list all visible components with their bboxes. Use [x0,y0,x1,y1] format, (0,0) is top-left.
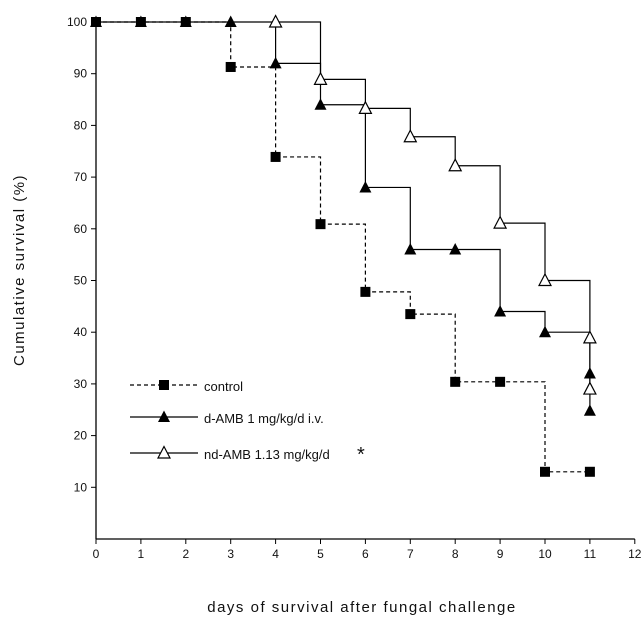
series-2-point [582,381,597,395]
legend-label-d-amb: d-AMB 1 mg/kg/d i.v. [204,411,324,426]
series-1-point [539,325,551,338]
series-line-1 [96,21,591,411]
y-tick-label: 100 [67,15,87,29]
legend-marker-1 [158,410,170,422]
series-2-point [268,14,283,28]
series-0-point [270,151,281,162]
y-tick-label: 90 [74,67,88,81]
y-axis-title: Cumulative survival (%) [11,174,28,366]
y-tick-label: 20 [74,429,88,443]
series-1-point [224,15,237,27]
series-2-point [493,215,508,229]
series-1-point [494,305,507,317]
legend-annotation-asterisk: * [357,444,365,466]
x-tick-label: 10 [538,547,552,561]
y-tick-label: 60 [74,222,88,236]
series-1-point [269,56,282,69]
x-tick-label: 1 [138,547,145,561]
legend-marker-0 [159,380,169,390]
x-tick-label: 9 [497,547,504,561]
series-0-point [584,466,595,477]
x-tick-label: 3 [227,547,234,561]
series-2-point [538,272,552,287]
y-tick-label: 80 [74,118,88,132]
series-2-point [358,100,373,114]
series-lines [96,21,591,473]
x-axis-title: days of survival after fungal challenge [207,599,516,616]
series-line-2 [275,21,591,390]
series-2-point [448,157,463,172]
y-tick-label: 40 [74,325,88,339]
series-0-point [360,286,371,297]
legend-marker-2 [157,445,171,459]
series-0-point [315,219,326,230]
series-2-point [403,128,418,143]
y-tick-label: 70 [74,170,88,184]
series-1-point [179,15,192,27]
x-tick-label: 2 [182,547,189,561]
legend-label-control: control [204,379,243,394]
y-tick-label: 10 [74,480,88,494]
series-2-point [582,330,597,344]
x-tick-label: 6 [362,547,369,561]
x-tick-label: 0 [93,547,100,561]
series-1-point [314,98,327,110]
series-0-point [495,376,506,387]
x-tick-label: 8 [452,547,459,561]
series-0-point [225,61,236,72]
legend: control d-AMB 1 mg/kg/d i.v. nd-AMB 1.13… [130,379,365,466]
series-1-point [359,180,372,193]
series-1-point [404,242,417,255]
series-0-point [405,309,416,320]
legend-label-nd-amb: nd-AMB 1.13 mg/kg/d [204,447,330,462]
x-tick-label: 7 [407,547,414,561]
x-tick-label: 12 [628,547,642,561]
series-0-point [450,376,461,387]
series-2-point [313,71,328,85]
y-tick-label: 50 [74,274,88,288]
series-1-point [134,15,147,27]
series-1-point [583,404,596,416]
series-1-point [583,367,596,379]
y-tick-label: 30 [74,377,88,391]
x-tick-label: 4 [272,547,279,561]
series-1-point [449,242,462,255]
x-tick-label: 11 [584,547,597,561]
series-line-0 [96,21,590,473]
series-markers [90,14,597,477]
series-0-point [540,466,550,477]
x-tick-label: 5 [317,547,324,561]
